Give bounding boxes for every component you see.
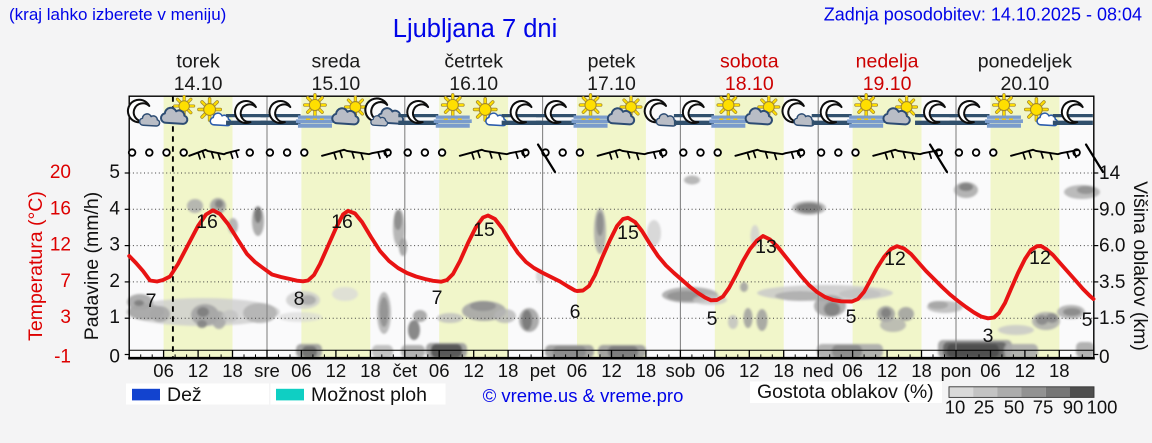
svg-text:sreda: sreda <box>312 51 361 73</box>
svg-text:16: 16 <box>331 211 353 233</box>
svg-text:15: 15 <box>473 219 495 241</box>
svg-text:5: 5 <box>846 306 857 328</box>
svg-text:06: 06 <box>567 360 588 381</box>
svg-text:18: 18 <box>911 360 932 381</box>
svg-text:20.10: 20.10 <box>1000 73 1049 95</box>
svg-text:12: 12 <box>877 360 898 381</box>
svg-text:15: 15 <box>617 222 639 244</box>
svg-text:12: 12 <box>601 360 622 381</box>
svg-text:3: 3 <box>983 325 994 347</box>
svg-text:50: 50 <box>1004 397 1025 418</box>
svg-text:7: 7 <box>146 290 157 312</box>
svg-text:90: 90 <box>1063 397 1084 418</box>
svg-text:12: 12 <box>739 360 760 381</box>
svg-text:5: 5 <box>1082 309 1093 331</box>
svg-text:20: 20 <box>50 162 71 183</box>
svg-text:sre: sre <box>254 360 280 381</box>
svg-text:25: 25 <box>974 397 995 418</box>
svg-text:4: 4 <box>109 198 120 219</box>
svg-text:2: 2 <box>109 271 120 292</box>
svg-text:6.0: 6.0 <box>1099 236 1125 257</box>
svg-text:Gostota oblakov (%): Gostota oblakov (%) <box>757 381 934 403</box>
svg-text:06: 06 <box>153 360 174 381</box>
svg-text:Ljubljana 7 dni: Ljubljana 7 dni <box>393 15 557 43</box>
svg-text:06: 06 <box>842 360 863 381</box>
svg-text:12: 12 <box>1015 360 1036 381</box>
svg-text:sob: sob <box>665 360 695 381</box>
svg-text:10: 10 <box>945 397 966 418</box>
svg-text:15.10: 15.10 <box>311 73 360 95</box>
svg-text:pon: pon <box>941 360 972 381</box>
svg-text:6: 6 <box>570 301 581 323</box>
svg-text:3.5: 3.5 <box>1099 272 1125 293</box>
svg-text:13: 13 <box>755 236 777 258</box>
svg-text:100: 100 <box>1087 397 1118 418</box>
svg-text:12: 12 <box>463 360 484 381</box>
svg-text:sobota: sobota <box>720 51 779 73</box>
svg-text:1: 1 <box>109 307 120 328</box>
svg-text:3: 3 <box>60 307 71 328</box>
svg-text:pet: pet <box>530 360 556 381</box>
svg-text:06: 06 <box>291 360 312 381</box>
svg-text:Dež: Dež <box>167 384 202 406</box>
svg-text:19.10: 19.10 <box>863 73 912 95</box>
svg-text:5: 5 <box>109 162 120 183</box>
svg-text:06: 06 <box>705 360 726 381</box>
svg-text:06: 06 <box>980 360 1001 381</box>
svg-text:12: 12 <box>50 235 71 256</box>
svg-text:12: 12 <box>1029 247 1051 269</box>
svg-text:9.0: 9.0 <box>1099 199 1125 220</box>
svg-text:14: 14 <box>1099 163 1121 184</box>
svg-text:torek: torek <box>176 51 220 73</box>
svg-text:© vreme.us & vreme.pro: © vreme.us & vreme.pro <box>483 385 684 406</box>
svg-text:18: 18 <box>773 360 794 381</box>
svg-text:Višina oblakov (km): Višina oblakov (km) <box>1129 181 1151 351</box>
svg-text:18: 18 <box>636 360 657 381</box>
svg-text:Možnost ploh: Možnost ploh <box>311 384 427 406</box>
svg-text:1.5: 1.5 <box>1099 308 1125 329</box>
svg-text:12: 12 <box>884 248 906 270</box>
svg-text:12: 12 <box>326 360 347 381</box>
svg-text:8: 8 <box>294 288 305 310</box>
svg-text:Temperatura (°C): Temperatura (°C) <box>25 191 47 341</box>
svg-text:18: 18 <box>222 360 243 381</box>
svg-text:četrtek: četrtek <box>444 51 503 73</box>
svg-text:nedelja: nedelja <box>856 51 919 73</box>
svg-text:3: 3 <box>109 235 120 256</box>
svg-text:0: 0 <box>109 347 120 368</box>
svg-text:(kraj lahko izberete v meniju): (kraj lahko izberete v meniju) <box>9 5 226 24</box>
svg-text:18: 18 <box>1049 360 1070 381</box>
svg-text:14.10: 14.10 <box>174 73 223 95</box>
svg-text:ned: ned <box>803 360 834 381</box>
svg-text:16.10: 16.10 <box>449 73 498 95</box>
svg-text:12: 12 <box>188 360 209 381</box>
svg-text:75: 75 <box>1033 397 1054 418</box>
svg-text:ponedeljek: ponedeljek <box>978 51 1073 73</box>
svg-text:16: 16 <box>196 211 218 233</box>
svg-text:-1: -1 <box>54 347 71 368</box>
svg-text:Padavine (mm/h): Padavine (mm/h) <box>81 192 103 340</box>
svg-text:čet: čet <box>392 360 417 381</box>
svg-text:18: 18 <box>498 360 519 381</box>
svg-text:16: 16 <box>50 198 71 219</box>
svg-text:7: 7 <box>432 287 443 309</box>
svg-text:Zadnja posodobitev: 14.10.2025: Zadnja posodobitev: 14.10.2025 - 08:04 <box>824 5 1142 25</box>
svg-text:18: 18 <box>360 360 381 381</box>
svg-text:17.10: 17.10 <box>587 73 636 95</box>
svg-text:0: 0 <box>1099 347 1110 368</box>
svg-text:06: 06 <box>429 360 450 381</box>
svg-text:7: 7 <box>60 271 71 292</box>
svg-text:petek: petek <box>588 51 636 73</box>
svg-text:18.10: 18.10 <box>725 73 774 95</box>
svg-text:5: 5 <box>707 308 718 330</box>
